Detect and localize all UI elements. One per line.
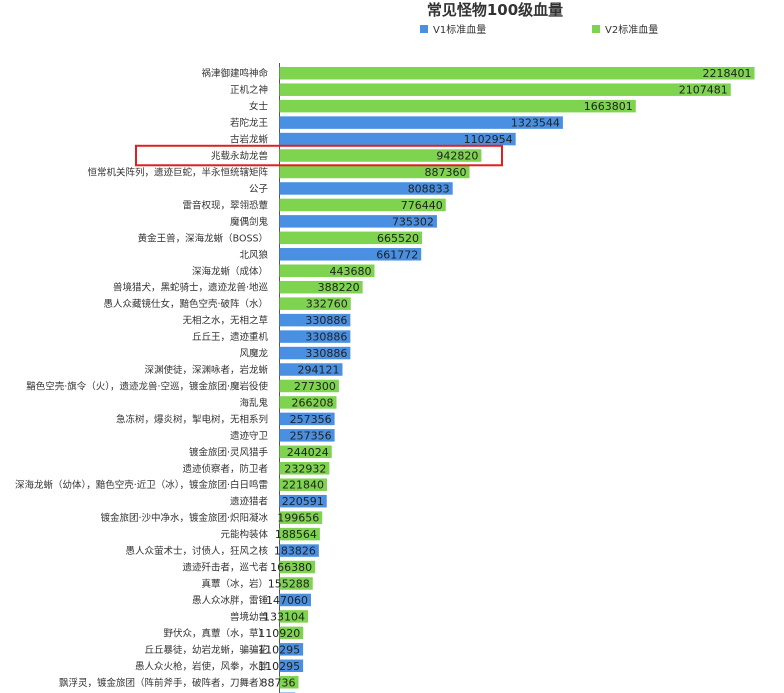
- value-label: 257356: [290, 413, 332, 426]
- bars-group: 祸津御建鸣神命 2218401 正机之神 2107481 女士 1663801 若陀龙王 13…: [15, 67, 755, 693]
- value-label: 277300: [294, 380, 336, 393]
- value-label: 110920: [258, 627, 300, 640]
- category-label: 丘丘王，遗迹重机: [192, 331, 269, 343]
- category-label: 愚人众冰胖，雷锤: [192, 594, 269, 606]
- category-label: 深海龙蜥（成体）: [192, 265, 268, 277]
- category-label: 恒常机关阵列，遗迹巨蛇，半永恒统辖矩阵: [87, 166, 268, 178]
- category-label: 黄金王兽，深海龙蜥（BOSS）: [138, 232, 268, 244]
- category-label: 遗迹猎者: [230, 496, 268, 508]
- value-label: 2107481: [679, 84, 728, 97]
- bar: [280, 67, 755, 80]
- value-label: 257356: [290, 429, 332, 442]
- legend-swatch: [420, 25, 428, 33]
- category-label: 魔偶剑鬼: [230, 216, 269, 228]
- category-label: 镀金旅团·灵风猎手: [189, 446, 269, 458]
- category-label: 真蕈（冰，岩）: [201, 578, 268, 590]
- category-label: 若陀龙王: [230, 117, 269, 129]
- category-label: 遗迹侦察者，防卫者: [182, 463, 268, 475]
- category-label: 无相之水，无相之草: [182, 315, 268, 327]
- value-label: 330886: [305, 347, 347, 360]
- category-label: 祸津御建鸣神命: [201, 68, 268, 80]
- value-label: 1323544: [511, 117, 560, 130]
- category-label: 古岩龙蜥: [230, 134, 269, 146]
- value-label: 166380: [270, 561, 312, 574]
- value-label: 661772: [376, 248, 418, 261]
- value-label: 443680: [330, 265, 372, 278]
- value-label: 147060: [266, 594, 308, 607]
- category-label: 急冻树，爆炎树，掣电树，无相系列: [116, 413, 268, 425]
- value-label: 221840: [282, 479, 324, 492]
- value-label: 2218401: [703, 67, 752, 80]
- category-label: 黯色空壳·旗令（火），遗迹龙兽·空巡，镀金旅团·魔岩役使: [26, 380, 268, 392]
- legend: V1标准血量 V2标准血量: [420, 23, 658, 36]
- category-label: 北风狼: [239, 249, 268, 261]
- value-label: 220591: [282, 495, 324, 508]
- category-label: 镀金旅团·沙中净水，镀金旅团·炽阳凝冰: [100, 512, 268, 524]
- value-label: 1102954: [464, 133, 513, 146]
- value-label: 244024: [287, 446, 329, 459]
- category-label: 兽境猎犬，黑蛇骑士，遗迹龙兽·地巡: [113, 282, 269, 294]
- value-label: 330886: [305, 314, 347, 327]
- value-label: 199656: [277, 512, 319, 525]
- value-label: 155288: [268, 577, 310, 590]
- category-label: 风魔龙: [239, 348, 268, 360]
- legend-swatch: [592, 25, 600, 33]
- category-label: 愚人众萤术士，讨债人，狂风之核: [125, 545, 268, 557]
- legend-label: V2标准血量: [605, 23, 658, 36]
- category-label: 飘浮灵，镀金旅团（阵前斧手，破阵者，刀舞者）: [59, 677, 268, 689]
- bar: [280, 83, 731, 96]
- value-label: 808833: [408, 182, 450, 195]
- value-label: 266208: [292, 396, 334, 409]
- category-label: 愚人众火枪，岩使，风拳，水胖: [135, 660, 269, 672]
- category-label: 野伏众，真蕈（水，草）: [163, 627, 268, 639]
- chart-title: 常见怪物100级血量: [427, 1, 563, 19]
- value-label: 110295: [258, 643, 300, 656]
- value-label: 1663801: [584, 100, 633, 113]
- value-label: 776440: [401, 199, 443, 212]
- category-label: 遗迹歼击者，巡弋者: [182, 562, 268, 574]
- category-label: 海乱鬼: [239, 397, 268, 409]
- category-label: 深渊使徒，深渊咏者，岩龙蜥: [144, 364, 268, 376]
- value-label: 88736: [261, 676, 296, 689]
- category-label: 雷音权现，翠翎恐蕈: [182, 199, 268, 211]
- value-label: 133104: [263, 610, 305, 623]
- category-label: 正机之神: [230, 84, 268, 96]
- category-label: 丘丘暴徒，幼岩龙蜥，骗骗花: [144, 644, 268, 656]
- value-label: 110295: [258, 660, 300, 673]
- value-label: 232932: [284, 462, 326, 475]
- category-label: 兆载永劫龙兽: [211, 150, 269, 162]
- value-label: 942820: [436, 150, 478, 163]
- value-label: 330886: [305, 331, 347, 344]
- value-label: 332760: [306, 298, 348, 311]
- category-label: 元能构装体: [220, 529, 268, 541]
- category-label: 愚人众藏镜仕女，黯色空壳·破阵（水）: [103, 298, 268, 310]
- bar: [280, 100, 636, 113]
- value-label: 887360: [425, 166, 467, 179]
- value-label: 183826: [274, 545, 316, 558]
- value-label: 188564: [275, 528, 317, 541]
- value-label: 294121: [297, 364, 339, 377]
- value-label: 388220: [318, 281, 360, 294]
- category-label: 深海龙蜥（幼体），黯色空壳·近卫（冰），镀金旅团·白日鸣雷: [15, 479, 268, 491]
- category-label: 女士: [249, 101, 269, 113]
- category-label: 遗迹守卫: [230, 430, 269, 442]
- category-label: 公子: [249, 184, 269, 195]
- legend-label: V1标准血量: [433, 23, 486, 36]
- value-label: 735302: [392, 215, 434, 228]
- value-label: 665520: [377, 232, 419, 245]
